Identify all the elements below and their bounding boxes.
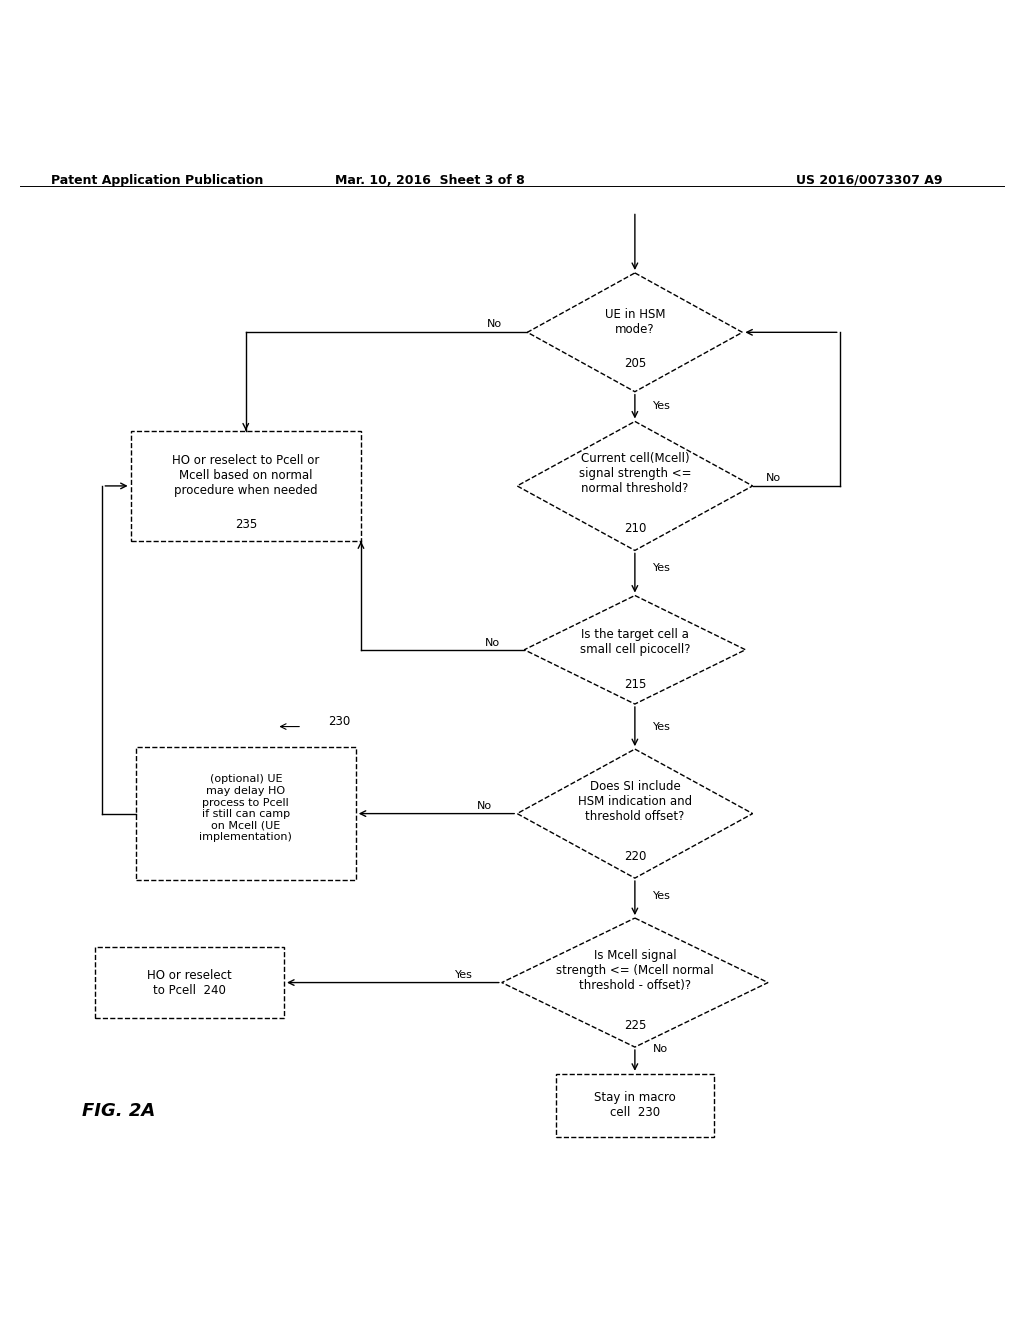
Bar — [135, 747, 356, 880]
Text: No: No — [653, 1044, 669, 1055]
Text: No: No — [766, 473, 781, 483]
Text: No: No — [486, 319, 502, 329]
Bar — [555, 1073, 715, 1138]
Text: 215: 215 — [624, 678, 646, 692]
Text: HO or reselect
to Pcell  240: HO or reselect to Pcell 240 — [147, 969, 231, 997]
Text: US 2016/0073307 A9: US 2016/0073307 A9 — [796, 174, 942, 186]
Text: 235: 235 — [234, 519, 257, 532]
Text: Yes: Yes — [653, 562, 671, 573]
Text: 230: 230 — [328, 715, 350, 727]
Text: No: No — [476, 801, 492, 812]
Text: HO or reselect to Pcell or
Mcell based on normal
procedure when needed: HO or reselect to Pcell or Mcell based o… — [172, 454, 319, 498]
Text: Yes: Yes — [653, 722, 671, 731]
Text: Yes: Yes — [653, 891, 671, 900]
Text: 205: 205 — [624, 356, 646, 370]
Text: Current cell(Mcell)
signal strength <=
normal threshold?: Current cell(Mcell) signal strength <= n… — [579, 453, 691, 495]
Text: Is Mcell signal
strength <= (Mcell normal
threshold - offset)?: Is Mcell signal strength <= (Mcell norma… — [556, 949, 714, 991]
Text: 225: 225 — [624, 1019, 646, 1032]
Text: Yes: Yes — [456, 970, 473, 981]
Text: FIG. 2A: FIG. 2A — [82, 1102, 156, 1119]
Text: Patent Application Publication: Patent Application Publication — [51, 174, 263, 186]
Bar — [131, 430, 361, 541]
Text: Mar. 10, 2016  Sheet 3 of 8: Mar. 10, 2016 Sheet 3 of 8 — [335, 174, 525, 186]
Text: Does SI include
HSM indication and
threshold offset?: Does SI include HSM indication and thres… — [578, 780, 692, 822]
Text: UE in HSM
mode?: UE in HSM mode? — [604, 308, 666, 337]
Text: No: No — [484, 638, 500, 648]
Bar — [94, 946, 284, 1019]
Text: Yes: Yes — [653, 401, 671, 411]
Text: 220: 220 — [624, 850, 646, 863]
Text: (optional) UE
may delay HO
process to Pcell
if still can camp
on Mcell (UE
imple: (optional) UE may delay HO process to Pc… — [200, 775, 292, 842]
Text: Is the target cell a
small cell picocell?: Is the target cell a small cell picocell… — [580, 627, 690, 656]
Text: 210: 210 — [624, 523, 646, 536]
Text: Stay in macro
cell  230: Stay in macro cell 230 — [594, 1092, 676, 1119]
